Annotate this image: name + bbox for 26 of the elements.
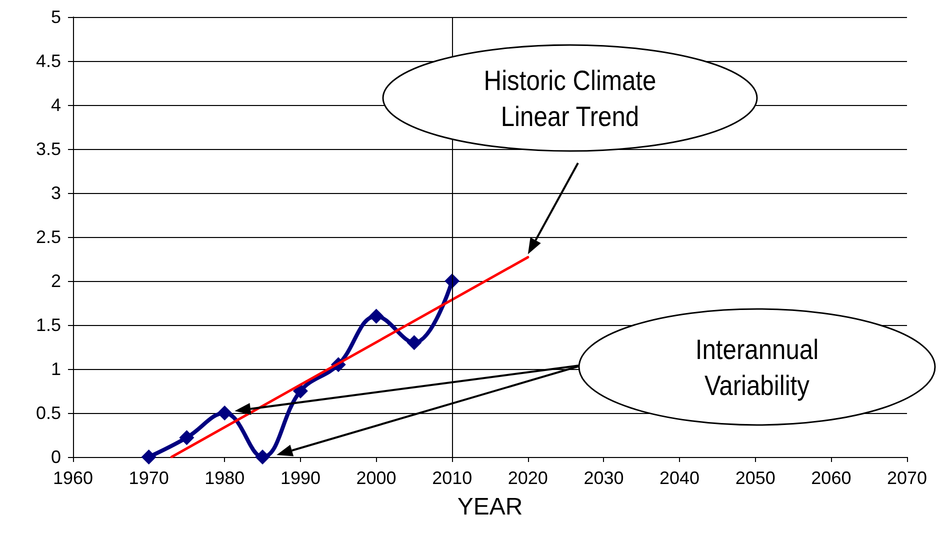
y-tick-label: 2 <box>50 271 61 291</box>
x-tick-label: 2020 <box>508 468 548 488</box>
y-tick-label: 2.5 <box>36 227 61 247</box>
y-tick-label: 0.5 <box>36 403 61 423</box>
y-tick-label: 4.5 <box>36 51 61 71</box>
x-tick-label: 2030 <box>584 468 624 488</box>
x-tick-label: 2060 <box>811 468 852 488</box>
x-tick-label: 2010 <box>432 468 472 488</box>
x-tick-label: 2040 <box>660 468 700 488</box>
annotation: Interannual Variability <box>695 334 819 402</box>
y-tick-label: 0 <box>50 447 61 467</box>
x-tick-label: 2000 <box>356 468 396 488</box>
y-tick-label: 1.5 <box>36 315 61 335</box>
y-tick-label: 3.5 <box>36 139 61 159</box>
x-tick-label: 2070 <box>886 468 928 488</box>
annotation: Historic Climate Linear Trend <box>484 64 656 132</box>
y-tick-label: 1 <box>50 359 61 379</box>
x-tick-label: 1990 <box>280 468 320 488</box>
x-tick-label: 2050 <box>735 468 776 488</box>
y-tick-label: 4 <box>50 95 61 115</box>
x-tick-label: 1960 <box>52 468 94 488</box>
x-axis-title: YEAR <box>457 494 523 520</box>
x-tick-label: 1970 <box>128 468 169 488</box>
x-tick-label: 1980 <box>204 468 245 488</box>
y-tick-label: 3 <box>50 183 61 203</box>
y-tick-label: 5 <box>50 7 61 27</box>
